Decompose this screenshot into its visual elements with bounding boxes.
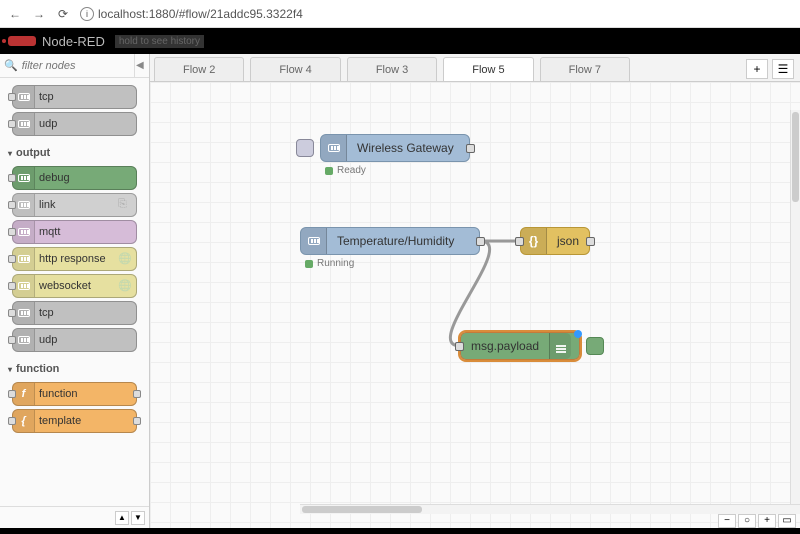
node-button-gateway[interactable] xyxy=(296,139,314,157)
zoom-out-button[interactable]: − xyxy=(718,514,736,528)
info-icon: i xyxy=(80,7,94,21)
back-button[interactable]: ← xyxy=(8,7,22,21)
add-flow-button[interactable]: + xyxy=(746,59,768,79)
zoom-tools: − ○ + ▭ xyxy=(718,514,796,528)
history-hint: hold to see history xyxy=(115,35,204,48)
palette-up-button[interactable]: ▲ xyxy=(115,511,129,525)
horizontal-scrollbar[interactable] xyxy=(300,504,800,514)
reload-button[interactable]: ⟳ xyxy=(56,7,70,21)
list-flows-button[interactable]: ☰ xyxy=(772,59,794,79)
app-title: Node-RED xyxy=(42,34,105,49)
palette-node-websocket[interactable]: websocket🌐 xyxy=(12,274,137,298)
palette-list: tcp udp ▾ output debug link⎘ mqtt http respons… xyxy=(0,78,149,506)
palette-category[interactable]: ▾ function xyxy=(4,355,145,379)
palette-footer: ▲ ▼ xyxy=(0,506,149,528)
palette-collapse-button[interactable]: ◀ xyxy=(134,54,145,78)
workspace: Flow 2Flow 4 Flow 3Flow 5 Flow 7 + ☰ Wirel… xyxy=(150,54,800,528)
palette-sidebar: 🔍 ◀ tcp udp ▾ output debug link⎘ mqtt http res… xyxy=(0,54,150,528)
flow-node-temphum[interactable]: Temperature/HumidityRunning xyxy=(300,227,480,255)
zoom-mini-button[interactable]: ▭ xyxy=(778,514,796,528)
palette-node-tcp[interactable]: tcp xyxy=(12,301,137,325)
palette-search: 🔍 ◀ xyxy=(0,54,149,78)
flow-node-json[interactable]: {}json xyxy=(520,227,590,255)
tab-flow-5[interactable]: Flow 5 xyxy=(443,57,533,81)
canvas-wrap: Wireless GatewayReady Temperature/Humidit… xyxy=(150,82,800,528)
flow-tabs: Flow 2Flow 4 Flow 3Flow 5 Flow 7 + ☰ xyxy=(150,54,800,82)
palette-category[interactable]: ▾ output xyxy=(4,139,145,163)
palette-node-udp[interactable]: udp xyxy=(12,328,137,352)
palette-node-link[interactable]: link⎘ xyxy=(12,193,137,217)
search-icon: 🔍 xyxy=(4,59,18,72)
address-bar[interactable]: i localhost:1880/#flow/21addc95.3322f4 xyxy=(80,7,303,21)
node-button-debug[interactable] xyxy=(586,337,604,355)
app-header: Node-RED hold to see history xyxy=(0,28,800,54)
palette-node-http-response[interactable]: http response🌐 xyxy=(12,247,137,271)
palette-node-udp[interactable]: udp xyxy=(12,112,137,136)
forward-button[interactable]: → xyxy=(32,7,46,21)
tab-flow-3[interactable]: Flow 3 xyxy=(347,57,437,81)
zoom-reset-button[interactable]: ○ xyxy=(738,514,756,528)
url-text: localhost:1880/#flow/21addc95.3322f4 xyxy=(98,7,303,21)
bottom-bar xyxy=(0,528,800,534)
flow-node-gateway[interactable]: Wireless GatewayReady xyxy=(320,134,470,162)
zoom-in-button[interactable]: + xyxy=(758,514,776,528)
flow-canvas[interactable]: Wireless GatewayReady Temperature/Humidit… xyxy=(150,82,800,528)
app-logo: Node-RED hold to see history xyxy=(8,34,204,49)
flow-node-debug[interactable]: msg.payload xyxy=(460,332,580,360)
browser-toolbar: ← → ⟳ i localhost:1880/#flow/21addc95.33… xyxy=(0,0,800,28)
tab-flow-7[interactable]: Flow 7 xyxy=(540,57,630,81)
tab-flow-2[interactable]: Flow 2 xyxy=(154,57,244,81)
vertical-scrollbar[interactable] xyxy=(790,110,800,504)
palette-node-function[interactable]: ffunction xyxy=(12,382,137,406)
palette-node-tcp[interactable]: tcp xyxy=(12,85,137,109)
logo-icon xyxy=(8,36,36,46)
tab-flow-4[interactable]: Flow 4 xyxy=(250,57,340,81)
palette-node-debug[interactable]: debug xyxy=(12,166,137,190)
filter-input[interactable] xyxy=(22,60,134,72)
palette-node-template[interactable]: {template xyxy=(12,409,137,433)
palette-down-button[interactable]: ▼ xyxy=(131,511,145,525)
palette-node-mqtt[interactable]: mqtt xyxy=(12,220,137,244)
